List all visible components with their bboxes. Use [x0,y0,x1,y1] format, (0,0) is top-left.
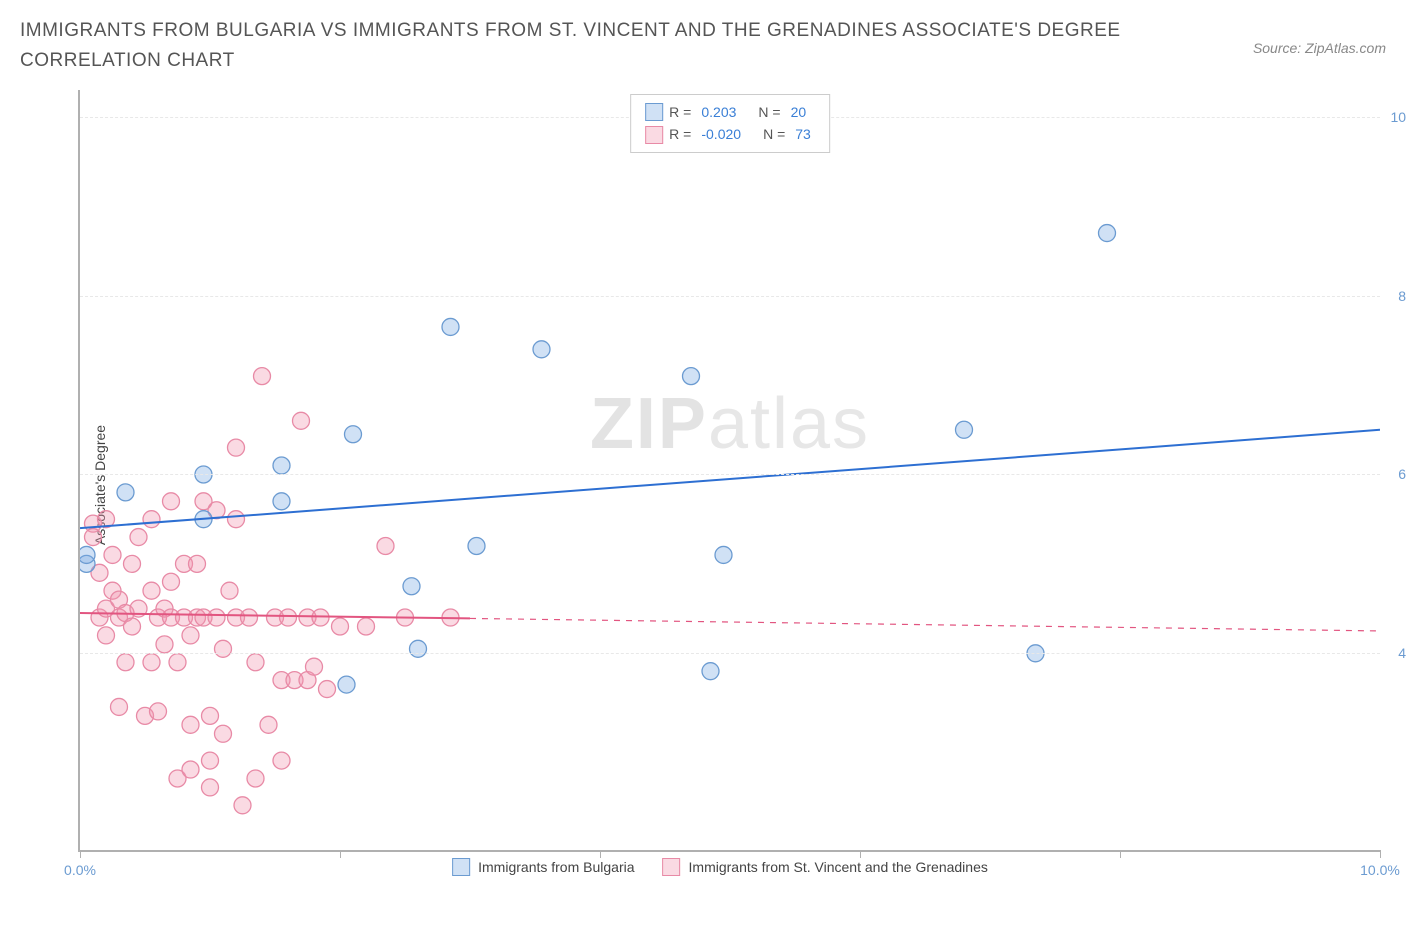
chart-area: Associate's Degree ZIPatlas R = 0.203 N … [50,90,1390,880]
legend-label-1: Immigrants from Bulgaria [478,859,634,875]
gridline [80,653,1380,654]
legend-label-2: Immigrants from St. Vincent and the Gren… [689,859,988,875]
n-value-1: 20 [791,101,807,123]
x-tick [860,850,861,858]
swatch-blue-icon [452,858,470,876]
x-tick [340,850,341,858]
x-tick [1380,850,1381,858]
legend-row-series-1: R = 0.203 N = 20 [645,101,815,123]
swatch-pink-icon [663,858,681,876]
y-tick-label: 40.0% [1383,645,1406,661]
chart-container: IMMIGRANTS FROM BULGARIA VS IMMIGRANTS F… [0,0,1406,930]
scatter-svg [80,90,1380,850]
y-tick-label: 60.0% [1383,466,1406,482]
legend-series: Immigrants from Bulgaria Immigrants from… [452,858,988,876]
y-tick-label: 80.0% [1383,288,1406,304]
r-value-1: 0.203 [701,101,736,123]
legend-item-2: Immigrants from St. Vincent and the Gren… [663,858,988,876]
legend-row-series-2: R = -0.020 N = 73 [645,123,815,145]
source-attribution: Source: ZipAtlas.com [1253,40,1386,56]
plot: ZIPatlas R = 0.203 N = 20 R = -0.020 N = [78,90,1380,852]
y-tick-label: 100.0% [1383,109,1406,125]
legend-item-1: Immigrants from Bulgaria [452,858,634,876]
gridline [80,296,1380,297]
chart-title: IMMIGRANTS FROM BULGARIA VS IMMIGRANTS F… [20,16,1140,77]
x-tick-label: 0.0% [64,862,96,878]
n-value-2: 73 [795,123,811,145]
r-value-2: -0.020 [701,123,741,145]
legend-correlation: R = 0.203 N = 20 R = -0.020 N = 73 [630,94,830,153]
swatch-pink-icon [645,126,663,144]
gridline [80,474,1380,475]
x-tick [600,850,601,858]
x-tick [80,850,81,858]
x-tick-label: 10.0% [1360,862,1400,878]
x-tick [1120,850,1121,858]
swatch-blue-icon [645,103,663,121]
